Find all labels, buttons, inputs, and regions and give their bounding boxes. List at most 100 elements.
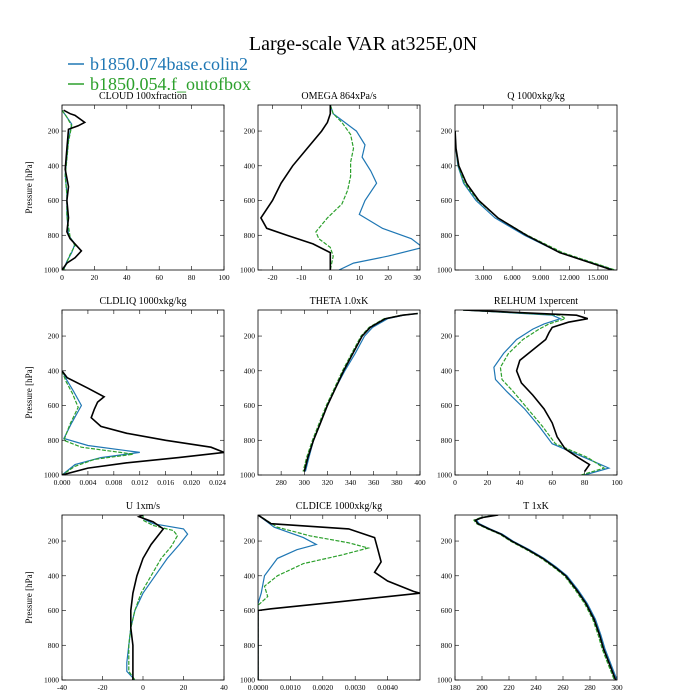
legend: b1850.074base.colin2 b1850.054.f_outofbo… [68,54,251,94]
y-tick-label: 200 [244,332,256,341]
panel-2: OMEGA 864xPa/s 200 400 600 800 1000 -20 -10 0 10 2… [240,91,421,282]
y-tick-label: 600 [441,606,453,615]
y-tick-label: 400 [441,571,453,580]
series-line-base [126,515,189,680]
x-tick-label: 0 [453,478,457,487]
x-tick-label: 15.000 [588,273,609,282]
y-tick-label: 400 [48,571,60,580]
series-line-black [62,109,87,270]
y-tick-label: 400 [244,571,256,580]
series-line-black [62,370,224,475]
panel-4: CLDLIQ 1000xkg/kg Pressure [hPa] 200 400 600… [24,296,226,487]
y-tick-label: 1000 [437,266,452,275]
x-tick-label: 0.0000 [248,683,269,692]
series-line-base [258,515,318,680]
series-line-base [62,370,140,475]
y-tick-label: 200 [244,537,256,546]
y-tick-label: 400 [48,366,60,375]
legend-label-base: b1850.074base.colin2 [90,54,248,74]
y-tick-label: 800 [441,436,453,445]
x-tick-label: 340 [345,478,357,487]
x-tick-label: 300 [299,478,311,487]
y-tick-label: 400 [441,161,453,170]
y-tick-label: 1000 [44,676,59,685]
y-tick-label: 800 [244,231,256,240]
series-line-outofbox [472,515,615,680]
y-axis-label: Pressure [hPa] [24,161,34,213]
x-tick-label: 0.0030 [345,683,366,692]
series-line-black [259,105,332,270]
x-tick-label: 300 [611,683,623,692]
y-tick-label: 200 [244,127,256,136]
series-line-base [463,310,611,475]
legend-label-outofbox: b1850.054.f_outofbox [90,74,251,94]
x-tick-label: -40 [57,683,67,692]
panel-frame [257,514,421,681]
y-tick-label: 1000 [240,471,255,480]
y-tick-label: 400 [244,366,256,375]
x-tick-label: 280 [276,478,288,487]
panel-frame [61,309,225,476]
x-tick-label: 380 [391,478,403,487]
x-tick-label: 0 [60,273,64,282]
x-tick-label: 20 [91,273,99,282]
series-line-black [455,131,613,270]
panel-title: CLDLIQ 1000xkg/kg [100,296,187,307]
x-tick-label: 12.000 [559,273,580,282]
x-tick-label: 0.000 [54,478,71,487]
x-tick-label: 100 [611,478,623,487]
panel-frame [454,104,618,271]
x-tick-label: -10 [296,273,306,282]
series-line-outofbox [302,312,418,472]
y-tick-label: 1000 [44,266,59,275]
x-tick-label: 0 [141,683,145,692]
x-tick-label: 0.0020 [312,683,333,692]
x-tick-label: 0.024 [209,478,226,487]
y-tick-label: 600 [441,401,453,410]
panel-title: THETA 1.0xK [310,296,369,307]
series-line-base [475,515,617,680]
x-tick-label: 360 [368,478,380,487]
panel-title: CLDICE 1000xkg/kg [296,501,382,512]
y-tick-label: 1000 [437,471,452,480]
x-tick-label: 220 [503,683,515,692]
x-tick-label: 6.000 [504,273,521,282]
panel-title: CLOUD 100xfraction [99,91,187,102]
y-tick-label: 1000 [240,676,255,685]
y-tick-label: 200 [48,537,60,546]
y-tick-label: 400 [441,366,453,375]
panel-frame [61,514,225,681]
x-tick-label: 30 [413,273,421,282]
panel-title: RELHUM 1xpercent [494,296,578,307]
x-tick-label: 180 [449,683,461,692]
x-tick-label: 100 [218,273,230,282]
x-tick-label: 60 [548,478,556,487]
x-tick-label: 60 [155,273,163,282]
x-tick-label: 320 [322,478,334,487]
panel-frame [454,309,618,476]
x-tick-label: 0.020 [183,478,200,487]
y-axis-label: Pressure [hPa] [24,366,34,418]
x-tick-label: 0.008 [105,478,122,487]
y-tick-label: 200 [48,332,60,341]
x-tick-label: 0.0010 [280,683,301,692]
x-tick-label: 40 [123,273,131,282]
series-line-black [463,310,591,472]
panel-frame [61,104,225,271]
y-tick-label: 800 [244,436,256,445]
y-tick-label: 200 [441,332,453,341]
x-tick-label: 9.000 [532,273,549,282]
x-tick-label: 20 [180,683,188,692]
x-tick-label: 20 [384,273,392,282]
series-line-black [474,515,617,680]
y-tick-label: 1000 [437,676,452,685]
y-tick-label: 1000 [44,471,59,480]
x-tick-label: 200 [476,683,488,692]
series-line-black [130,515,165,680]
x-tick-label: 40 [220,683,228,692]
panel-frame [257,104,421,271]
